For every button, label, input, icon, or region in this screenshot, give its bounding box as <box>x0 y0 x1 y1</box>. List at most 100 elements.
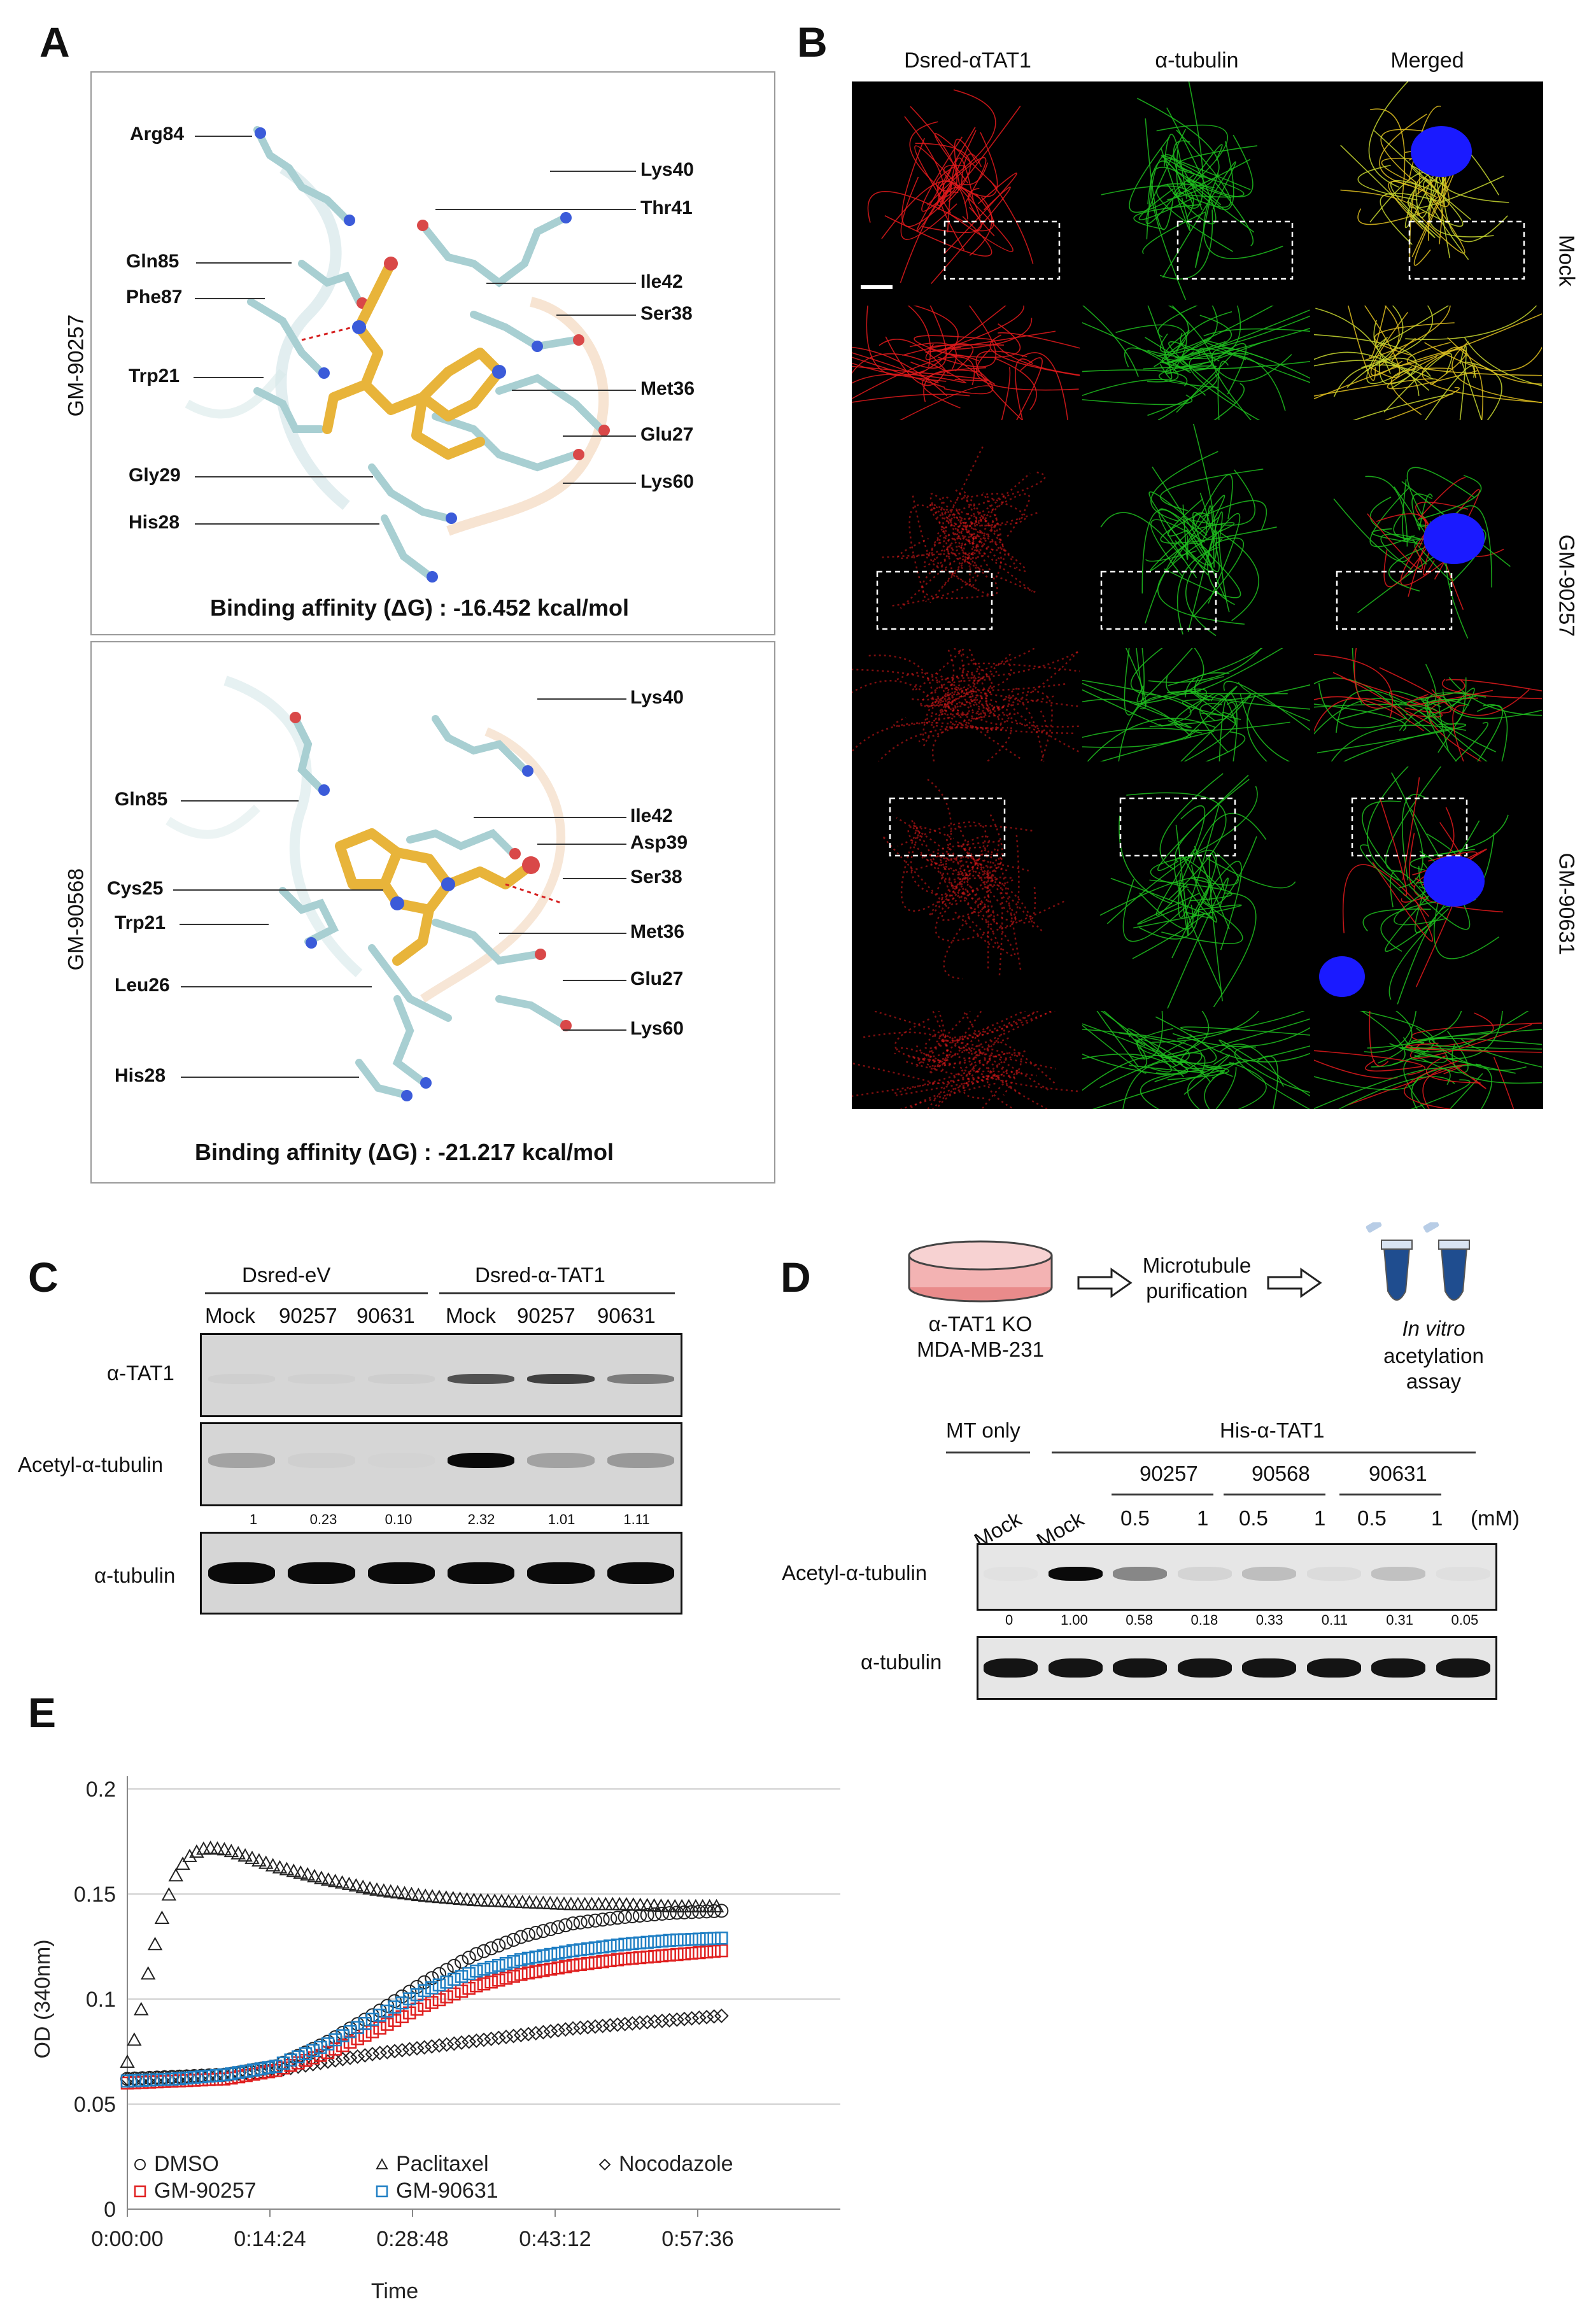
legend-label: Nocodazole <box>619 2152 733 2176</box>
mt-only-label: MT only <box>946 1418 1020 1442</box>
blot-band <box>527 1452 595 1468</box>
data-point <box>196 1841 211 1855</box>
data-point <box>147 1937 163 1951</box>
data-point <box>362 1881 378 1895</box>
zoom-region-box <box>1100 570 1217 630</box>
tubulin-tile <box>1082 306 1310 420</box>
data-point <box>595 1912 610 1927</box>
data-point <box>535 2025 551 2040</box>
data-point <box>514 1895 530 1909</box>
data-point <box>611 1938 625 1952</box>
data-point <box>314 1870 329 1884</box>
merged-tile <box>1314 1011 1542 1109</box>
data-point <box>373 2021 386 2035</box>
data-point <box>269 2060 283 2073</box>
lane-label: Mock <box>205 1304 255 1327</box>
data-point <box>299 2047 313 2061</box>
data-point <box>165 2072 179 2086</box>
data-point <box>558 2022 573 2037</box>
western-blot-acetyl <box>200 1422 682 1506</box>
panel-c-letter: C <box>28 1254 59 1301</box>
group-label: Dsred-eV <box>242 1263 331 1287</box>
data-point <box>581 1914 595 1929</box>
merged-tile <box>1314 424 1542 646</box>
data-point <box>648 1935 661 1949</box>
data-point <box>508 1894 523 1908</box>
docking-box-top: Arg84 Gln85 Phe87 Trp21 Gly29 His28 Lys4… <box>90 71 775 635</box>
data-point <box>549 1896 565 1910</box>
quant-value: 2.32 <box>467 1511 495 1527</box>
data-point <box>348 1878 364 1892</box>
residue-label: Gly29 <box>129 465 181 486</box>
row-label: GM-90631 <box>1554 852 1579 956</box>
data-point <box>469 1947 484 1961</box>
dsred-tile <box>852 81 1080 303</box>
data-point <box>320 2054 335 2069</box>
assay-label-italic: In vitro <box>1402 1317 1465 1340</box>
data-point <box>551 2023 566 2038</box>
panel-b-letter: B <box>797 18 828 66</box>
data-point <box>358 2028 372 2042</box>
data-point <box>403 2006 416 2020</box>
data-point <box>506 2028 521 2044</box>
data-point <box>648 1949 661 1963</box>
data-point <box>700 1932 714 1946</box>
data-point <box>528 1926 543 1940</box>
data-point <box>714 1904 729 1918</box>
data-point <box>202 1841 218 1855</box>
data-point <box>328 2033 342 2047</box>
quant-value: 0 <box>1005 1612 1013 1628</box>
data-point <box>182 1848 197 1862</box>
legend-label: DMSO <box>154 2152 219 2176</box>
data-point <box>700 1945 714 1959</box>
data-point <box>402 2042 417 2057</box>
docking-box-bottom: Gln85 Cys25 Trp21 Leu26 His28 Lys40 Ile4… <box>90 641 775 1184</box>
data-point <box>321 2037 335 2051</box>
data-point <box>425 1971 439 1986</box>
y-tick-label: 0.2 <box>86 1777 116 1802</box>
data-point <box>715 1944 728 1958</box>
data-point <box>409 2040 425 2056</box>
data-point <box>528 2026 544 2041</box>
data-point <box>499 1956 513 1970</box>
blot-band <box>1113 1658 1168 1678</box>
data-point <box>551 1961 565 1975</box>
y-axis-title: OD (340nm) <box>31 1939 55 2058</box>
quant-value: 0.05 <box>1451 1612 1479 1628</box>
lane-label: 1 <box>1197 1506 1209 1530</box>
dsred-tile <box>852 424 1080 646</box>
data-point <box>432 1993 446 2007</box>
data-point <box>284 2053 297 2067</box>
merged-tile <box>1314 767 1542 1008</box>
data-point <box>677 1947 691 1961</box>
tube-icon <box>1366 1222 1470 1301</box>
tubulin-tile <box>1082 81 1310 303</box>
data-point <box>529 1950 542 1964</box>
data-point <box>677 1933 691 1947</box>
data-point <box>596 1940 609 1954</box>
data-point <box>662 2012 677 2028</box>
data-point <box>714 2008 729 2023</box>
docking-structure-top <box>185 126 610 583</box>
data-point <box>272 1860 288 1874</box>
data-point <box>402 1984 417 1999</box>
data-point <box>640 1908 654 1922</box>
cell-line-label: α-TAT1 KO MDA-MB-231 <box>917 1312 1044 1361</box>
data-point <box>168 1868 183 1882</box>
data-point <box>440 1975 453 1989</box>
blot-band <box>1371 1567 1426 1581</box>
data-point <box>336 2029 350 2042</box>
zoom-region-box <box>876 570 993 630</box>
data-point <box>588 2019 603 2034</box>
x-tick-label: 0:43:12 <box>519 2227 591 2251</box>
residue-label: Glu27 <box>630 968 684 989</box>
data-point <box>633 1897 648 1911</box>
data-point <box>588 1913 602 1928</box>
data-point <box>381 2018 394 2031</box>
data-point <box>603 1911 618 1926</box>
data-point <box>369 1882 385 1896</box>
blot-band <box>1048 1567 1103 1581</box>
data-point <box>410 1980 424 1995</box>
data-point <box>626 1897 641 1911</box>
quant-value: 0.58 <box>1126 1612 1154 1628</box>
